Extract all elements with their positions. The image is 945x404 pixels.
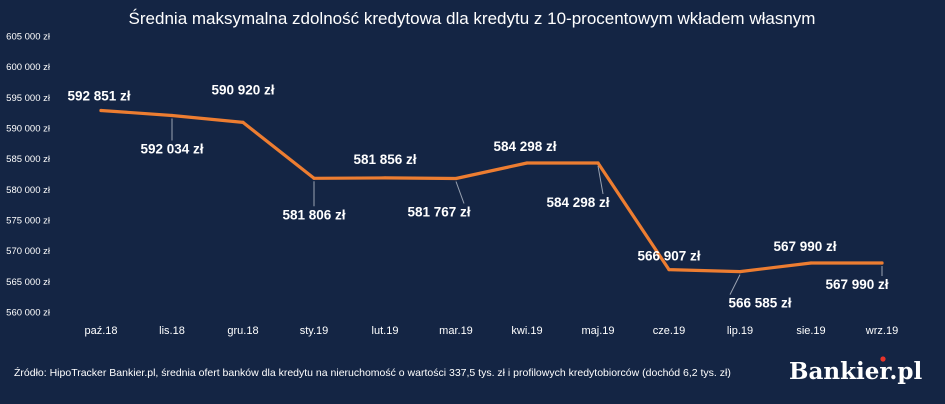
data-point [312, 176, 316, 180]
logo-suffix: .pl [889, 358, 922, 385]
data-point [99, 108, 103, 113]
data-label: 592 034 zł [140, 142, 203, 157]
y-tick-label: 590 000 zł [6, 124, 51, 135]
logo-text: Bankier [789, 358, 892, 385]
x-tick-label: lut.19 [372, 325, 399, 337]
y-tick-label: 580 000 zł [6, 185, 51, 196]
x-tick-label: maj.19 [581, 325, 614, 337]
y-tick-label: 605 000 zł [6, 32, 51, 43]
data-point [170, 113, 174, 118]
data-point [241, 120, 245, 124]
source-note: Źródło: HipoTracker Bankier.pl, średnia … [14, 366, 731, 379]
series-line [99, 108, 884, 274]
x-tick-label: kwi.19 [511, 325, 542, 337]
data-point [738, 270, 742, 274]
x-tick-label: sty.19 [300, 325, 329, 337]
y-tick-label: 565 000 zł [6, 277, 51, 288]
data-label: 592 851 zł [67, 89, 130, 104]
data-label: 566 907 zł [637, 249, 700, 264]
data-label: 581 856 zł [353, 152, 416, 167]
data-label: 567 990 zł [773, 239, 836, 254]
x-tick-label: paź.18 [84, 325, 117, 337]
data-point [880, 261, 884, 265]
x-tick-label: wrz.19 [865, 325, 898, 337]
data-label: 584 298 zł [493, 139, 556, 154]
x-axis: paź.18 lis.18 gru.18 sty.19 lut.19 mar.19 kwi.… [84, 325, 898, 337]
chart-title: Średnia maksymalna zdolność kredytowa dl… [129, 9, 816, 28]
y-axis: 560 000 zł 565 000 zł 570 000 zł 575 000 zł… [6, 32, 51, 319]
data-point [525, 161, 529, 165]
data-point [809, 261, 813, 265]
logo-dot-icon [880, 356, 886, 362]
data-label-leader [455, 181, 465, 204]
data-point [383, 176, 387, 180]
x-tick-label: lis.18 [159, 325, 185, 337]
y-tick-label: 600 000 zł [6, 62, 51, 73]
y-tick-label: 595 000 zł [6, 93, 51, 104]
data-label: 581 806 zł [282, 207, 345, 222]
data-point [596, 161, 600, 165]
x-tick-label: lip.19 [727, 325, 753, 337]
data-labels-layer: 592 851 zł 592 034 zł 590 920 zł 581 806 zł… [67, 82, 888, 310]
y-tick-label: 560 000 zł [6, 308, 51, 319]
data-label: 566 585 zł [728, 296, 791, 311]
x-tick-label: mar.19 [439, 325, 473, 337]
data-label-leader [729, 274, 741, 295]
data-label: 590 920 zł [211, 82, 274, 97]
data-label-leader [597, 165, 604, 195]
x-tick-label: cze.19 [653, 325, 685, 337]
data-label: 581 767 zł [407, 204, 470, 219]
bankier-logo: Bankier.pl [789, 358, 922, 385]
y-tick-label: 585 000 zł [6, 154, 51, 165]
x-tick-label: sie.19 [796, 325, 825, 337]
y-tick-label: 570 000 zł [6, 246, 51, 257]
data-point [454, 176, 458, 181]
data-label: 584 298 zł [546, 195, 609, 210]
series-layer [99, 108, 884, 274]
data-point [667, 268, 671, 272]
data-label: 567 990 zł [825, 277, 888, 292]
x-tick-label: gru.18 [227, 325, 258, 337]
y-tick-label: 575 000 zł [6, 216, 51, 227]
